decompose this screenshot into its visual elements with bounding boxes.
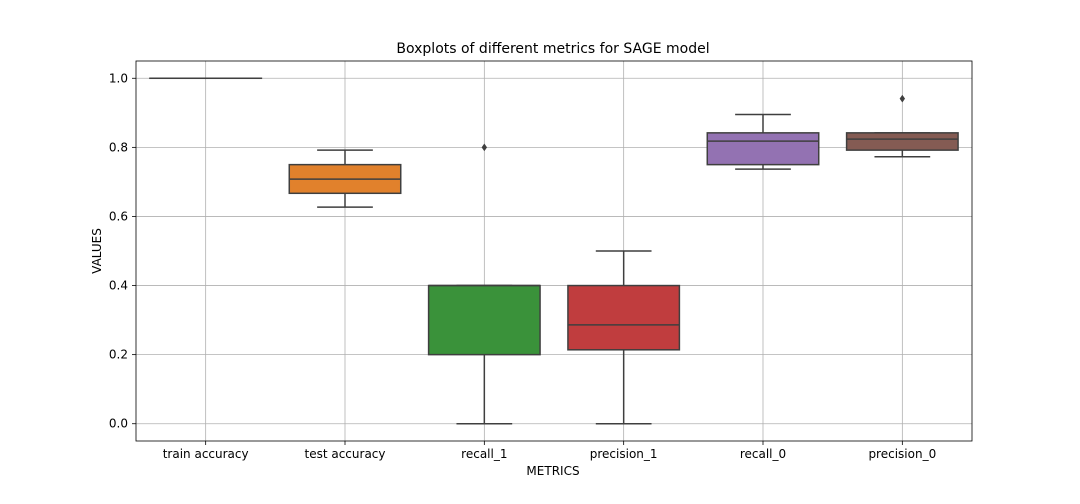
x-ticks: train accuracy test accuracy recall_1 preci… [163,441,936,461]
x-tick-label: test accuracy [305,447,386,461]
y-tick-label: 0.4 [109,279,128,293]
boxes [149,77,959,425]
box-recall-0 [706,113,820,170]
y-tick-label: 0.8 [109,140,128,154]
y-tick-label: 0.2 [109,348,128,362]
box-body [567,284,681,351]
y-tick-label: 0.6 [109,209,128,223]
x-tick-label: recall_1 [461,447,507,461]
chart-title: Boxplots of different metrics for SAGE m… [396,41,709,57]
box-body [427,284,541,356]
box-precision-1 [567,250,681,425]
box-body [706,132,820,166]
x-tick-label: train accuracy [163,447,249,461]
box-test-accuracy [288,149,402,208]
x-axis-label: METRICS [526,464,579,478]
y-ticks: 0.0 0.2 0.4 0.6 0.8 1.0 [109,71,136,431]
x-tick-label: precision_1 [590,447,658,461]
y-axis-label: VALUES [90,228,104,274]
x-tick-label: precision_0 [868,447,936,461]
outlier-point [481,143,488,152]
box-recall-1 [427,143,541,425]
x-tick-label: recall_0 [740,447,786,461]
outlier-point [899,94,906,103]
y-tick-label: 0.0 [109,417,128,431]
axes-frame [135,60,973,442]
box-precision-0 [845,94,959,158]
y-tick-label: 1.0 [109,71,128,85]
box-body [845,132,959,151]
